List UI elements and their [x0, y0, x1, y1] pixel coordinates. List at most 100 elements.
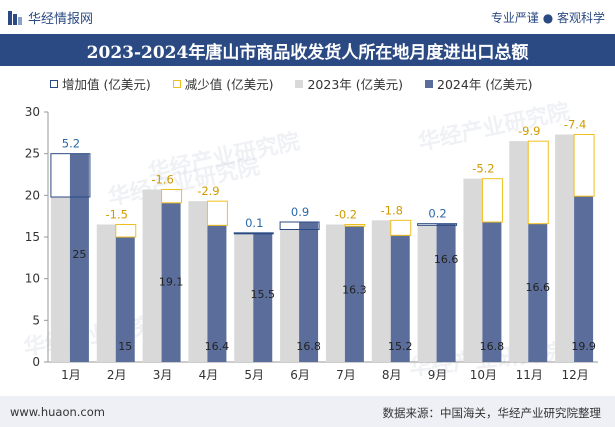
change-label: -1.6 — [151, 173, 173, 187]
x-tick-label: 12月 — [561, 368, 588, 382]
legend-decrease: 减少值 (亿美元) — [172, 74, 274, 93]
legend-2023-swatch — [295, 79, 304, 88]
bar-2023 — [142, 189, 162, 362]
y-tick-label: 5 — [32, 313, 40, 327]
y-tick-label: 0 — [32, 355, 40, 369]
bar-2024 — [115, 237, 135, 362]
decrease-box — [206, 200, 228, 226]
bar-2024-value-label: 16.3 — [342, 284, 367, 297]
legend-2024-label: 2024年 (亿美元) — [437, 77, 533, 92]
bar-2024 — [207, 225, 227, 362]
bar-2023 — [509, 141, 529, 362]
bar-2024-value-label: 25 — [72, 248, 86, 261]
legend-increase-label: 增加值 (亿美元) — [62, 77, 151, 92]
y-tick-label: 25 — [25, 147, 40, 161]
bar-2024-value-label: 19.1 — [159, 275, 184, 288]
decrease-box — [527, 140, 549, 225]
legend-2024-swatch — [425, 79, 434, 88]
chart-legend: 增加值 (亿美元) 减少值 (亿美元) 2023年 (亿美元) 2024年 (亿… — [50, 74, 555, 93]
decrease-box — [481, 178, 503, 223]
change-label: -0.2 — [335, 208, 357, 222]
decrease-box — [161, 189, 183, 204]
x-tick-label: 3月 — [153, 368, 173, 382]
legend-decrease-label: 减少值 (亿美元) — [184, 77, 274, 92]
bar-2023 — [325, 224, 345, 362]
change-label: -1.5 — [106, 208, 128, 222]
brand: 华经情报网 — [8, 8, 93, 27]
bar-2024-value-label: 15.2 — [388, 340, 413, 353]
brand-logo-icon — [8, 10, 22, 25]
decrease-box — [573, 134, 595, 197]
y-tick-label: 30 — [25, 105, 40, 119]
x-tick-label: 8月 — [382, 368, 402, 382]
change-label: -7.4 — [564, 118, 586, 132]
chart-title: 2023-2024年唐山市商品收发货人所在地月度进出口总额 — [86, 43, 529, 63]
bar-2024 — [482, 222, 502, 362]
footer-bar — [0, 396, 615, 427]
bar-2023 — [371, 220, 391, 362]
increase-box — [279, 221, 320, 230]
change-label: -2.9 — [197, 184, 219, 198]
decrease-box — [344, 224, 366, 227]
bar-2024 — [69, 153, 89, 362]
legend-2023: 2023年 (亿美元) — [295, 74, 403, 93]
legend-increase: 增加值 (亿美元) — [50, 74, 151, 93]
y-tick-label: 15 — [25, 230, 40, 244]
bar-2023 — [555, 134, 575, 362]
x-tick-label: 5月 — [244, 368, 264, 382]
change-label: 0.9 — [291, 205, 309, 219]
bar-2024-value-label: 16.8 — [480, 340, 505, 353]
tagline: 专业严谨 ● 客观科学 — [490, 11, 605, 25]
bar-2023 — [188, 201, 208, 362]
legend-2023-label: 2023年 (亿美元) — [307, 77, 404, 92]
x-tick-label: 6月 — [290, 368, 310, 382]
legend-increase-swatch — [50, 79, 58, 88]
change-label: 0.1 — [245, 216, 263, 230]
bar-2024 — [161, 202, 181, 362]
change-label: -9.9 — [518, 124, 540, 138]
bar-2024 — [574, 196, 594, 362]
bar-2023 — [417, 225, 437, 362]
bar-2024-value-label: 16.4 — [205, 340, 230, 353]
change-label: -5.2 — [472, 162, 494, 176]
top-bar: 华经情报网 专业严谨 ● 客观科学 — [0, 0, 615, 34]
increase-box — [233, 232, 274, 235]
footer-website: www.huaon.com — [10, 405, 105, 419]
bar-2024-value-label: 16.8 — [296, 340, 321, 353]
decrease-box — [115, 224, 137, 238]
x-tick-label: 10月 — [470, 368, 497, 382]
bar-2023 — [96, 224, 116, 362]
bar-2023 — [50, 197, 70, 362]
bar-2023 — [234, 233, 254, 362]
x-tick-label: 7月 — [336, 368, 356, 382]
change-label: -1.8 — [381, 203, 403, 217]
bar-2024 — [390, 235, 410, 362]
bar-2024 — [299, 222, 319, 362]
x-tick-label: 2月 — [107, 368, 127, 382]
bar-2024-value-label: 19.9 — [571, 340, 596, 353]
change-label: 0.2 — [428, 207, 446, 221]
bar-2024-value-label: 15 — [118, 340, 132, 353]
title-bar — [0, 34, 615, 66]
bar-2023 — [280, 229, 300, 362]
footer-source: 数据来源：中国海关，华经产业研究院整理 — [382, 406, 602, 420]
x-tick-label: 4月 — [199, 368, 219, 382]
bar-2024 — [528, 223, 548, 362]
bar-2024-value-label: 15.5 — [251, 288, 276, 301]
increase-box — [417, 223, 458, 226]
decrease-box — [390, 219, 412, 236]
change-label: 5.2 — [62, 137, 80, 151]
bar-2024 — [344, 226, 364, 362]
x-tick-label: 1月 — [61, 368, 81, 382]
legend-2024: 2024年 (亿美元) — [425, 74, 533, 93]
x-tick-label: 11月 — [516, 368, 543, 382]
increase-box — [50, 153, 91, 198]
y-tick-label: 20 — [25, 188, 40, 202]
bar-2024 — [436, 223, 456, 362]
brand-name: 华经情报网 — [28, 12, 94, 27]
x-tick-label: 9月 — [428, 368, 448, 382]
bar-2024 — [253, 232, 273, 362]
bar-2024-value-label: 16.6 — [526, 281, 551, 294]
